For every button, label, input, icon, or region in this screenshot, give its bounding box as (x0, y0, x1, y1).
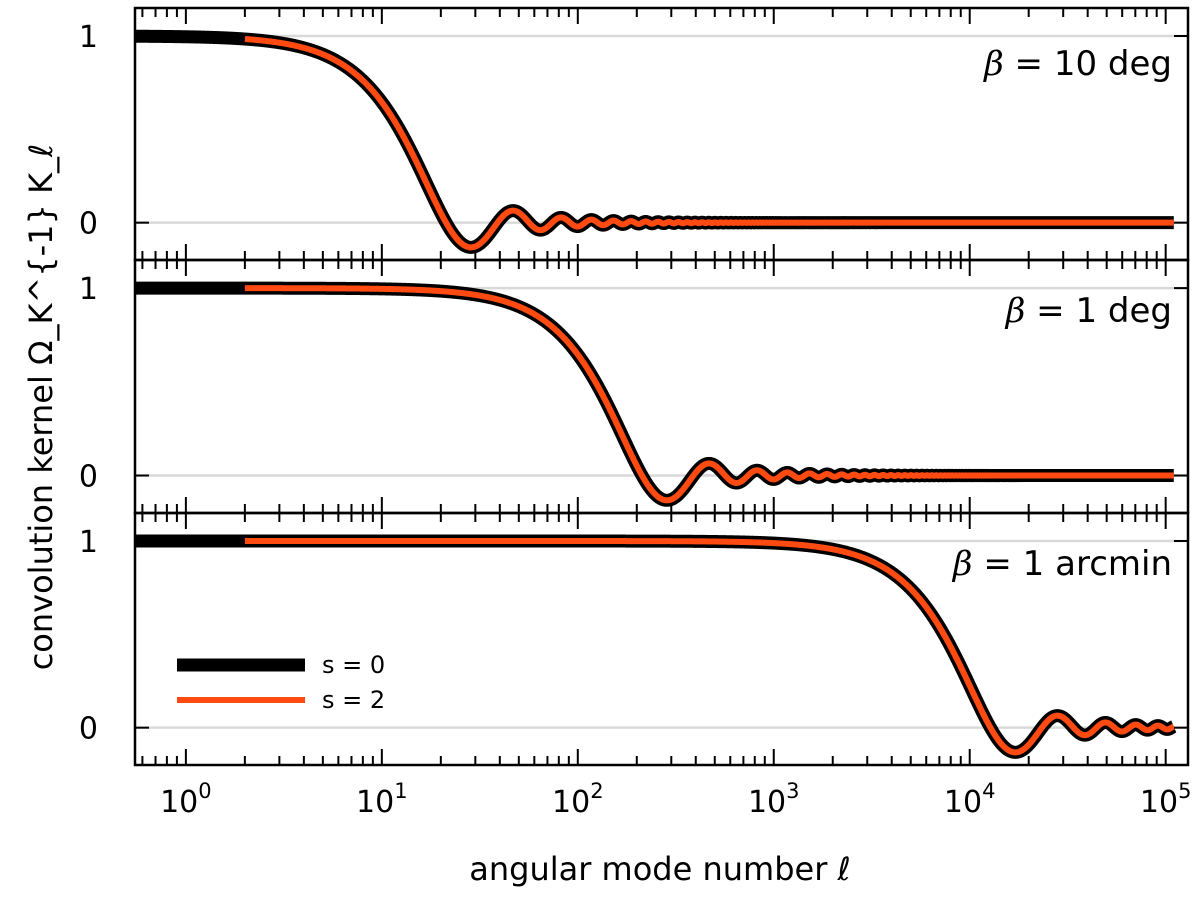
series-line-s2-panel-2 (242, 285, 1177, 504)
y-tick-label: 0 (79, 460, 98, 495)
x-tick-label: 104 (944, 779, 996, 820)
legend-label-s0: s = 0 (322, 651, 385, 679)
series-line-s2-panel-1 (242, 36, 1177, 251)
x-tick-label: 105 (1140, 779, 1192, 820)
x-axis-label: angular mode number ℓ (469, 850, 851, 888)
panel-label-2: β = 1 deg (1004, 291, 1172, 331)
panels-group: 0 1 β = 10 deg 0 1 β = 1 deg 0 1 β = 1 arcmin (79, 6, 1190, 767)
panel-label-3: β = 1 arcmin (951, 544, 1172, 584)
panel-1: 0 1 β = 10 deg (79, 6, 1190, 262)
y-tick-label: 0 (79, 207, 98, 242)
y-tick-label: 1 (79, 525, 98, 560)
legend: s = 0 s = 2 (177, 651, 385, 714)
x-tick-label: 102 (552, 779, 604, 820)
panel-label-1: β = 10 deg (982, 44, 1172, 84)
y-tick-label: 0 (79, 712, 98, 747)
panel-3: 0 1 β = 1 arcmin (79, 511, 1190, 767)
y-tick-label: 1 (79, 20, 98, 55)
y-axis-label: convolution kernel Ω_K^{-1} K_ℓ (22, 144, 60, 671)
series-line-s2-panel-3 (242, 538, 1177, 756)
x-tick-label: 101 (356, 779, 408, 820)
panel-frame-3 (133, 511, 1190, 767)
x-tick-labels: 100 101 102 103 104 105 (160, 779, 1191, 820)
panel-2: 0 1 β = 1 deg (79, 258, 1190, 515)
x-tick-label: 103 (748, 779, 800, 820)
legend-label-s2: s = 2 (322, 686, 385, 714)
x-tick-label: 100 (160, 779, 212, 820)
y-tick-label: 1 (79, 272, 98, 307)
